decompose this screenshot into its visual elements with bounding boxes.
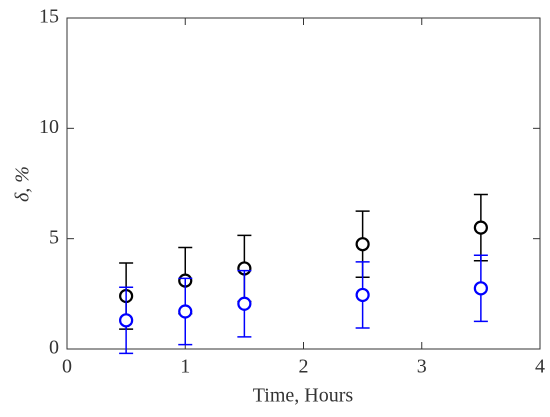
- y-tick-label: 5: [49, 226, 59, 248]
- data-point: [119, 313, 134, 328]
- y-tick-label: 0: [49, 337, 59, 359]
- data-point: [473, 220, 488, 235]
- y-tick-label: 10: [39, 116, 59, 138]
- x-tick-label: 4: [535, 356, 545, 378]
- data-point: [237, 296, 252, 311]
- x-tick-label: 3: [417, 356, 427, 378]
- plot-frame: [66, 17, 541, 350]
- x-tick-label: 2: [299, 356, 309, 378]
- x-axis-label: Time, Hours: [253, 385, 354, 407]
- data-point: [473, 281, 488, 296]
- x-tick-label: 1: [180, 356, 190, 378]
- y-axis-label: δ, %: [12, 166, 34, 202]
- data-point: [355, 237, 370, 252]
- data-point: [178, 304, 193, 319]
- x-tick-label: 0: [62, 356, 72, 378]
- data-point: [355, 287, 370, 303]
- y-tick-label: 15: [39, 6, 59, 28]
